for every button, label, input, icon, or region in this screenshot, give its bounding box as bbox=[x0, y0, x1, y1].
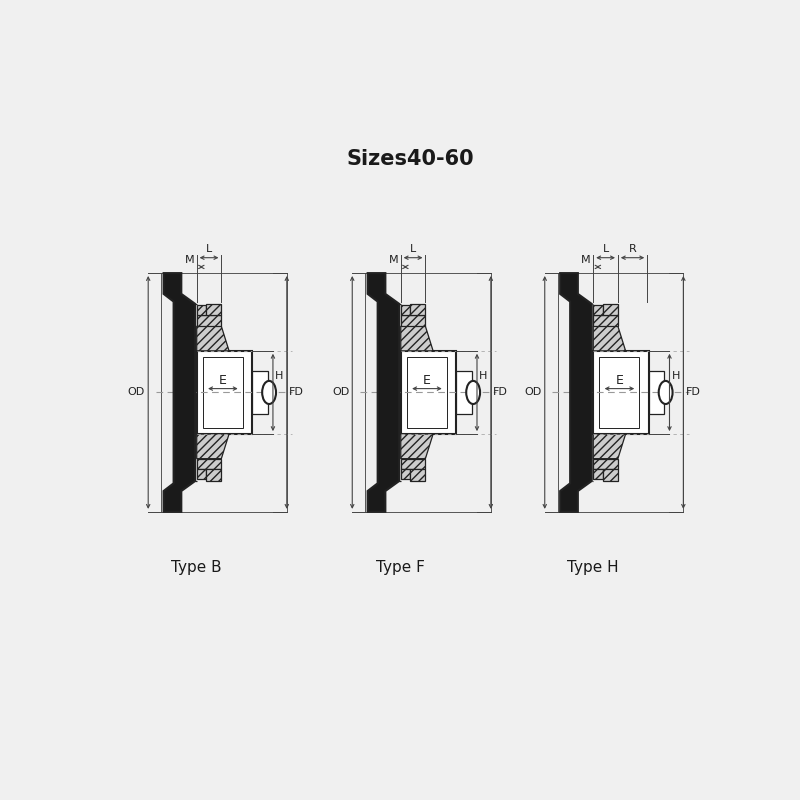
Text: L: L bbox=[410, 244, 416, 254]
Polygon shape bbox=[410, 470, 426, 481]
Polygon shape bbox=[594, 326, 626, 351]
Text: H: H bbox=[275, 370, 284, 381]
Text: FD: FD bbox=[493, 387, 508, 398]
Ellipse shape bbox=[466, 381, 480, 404]
Polygon shape bbox=[197, 434, 229, 458]
Polygon shape bbox=[197, 306, 206, 315]
Text: M: M bbox=[389, 255, 398, 266]
Text: OD: OD bbox=[525, 387, 542, 398]
Text: L: L bbox=[206, 244, 212, 254]
Polygon shape bbox=[401, 306, 410, 315]
Ellipse shape bbox=[262, 381, 276, 404]
Polygon shape bbox=[252, 371, 267, 414]
Text: M: M bbox=[582, 255, 591, 266]
Text: Sizes40-60: Sizes40-60 bbox=[346, 149, 474, 169]
Polygon shape bbox=[456, 371, 472, 414]
Polygon shape bbox=[197, 458, 222, 470]
Polygon shape bbox=[594, 351, 649, 434]
Polygon shape bbox=[206, 470, 222, 481]
Polygon shape bbox=[602, 304, 618, 315]
Text: L: L bbox=[602, 244, 609, 254]
Text: H: H bbox=[479, 370, 488, 381]
Polygon shape bbox=[401, 315, 426, 326]
Polygon shape bbox=[594, 434, 626, 458]
Text: E: E bbox=[615, 374, 623, 387]
Text: R: R bbox=[629, 244, 637, 254]
Polygon shape bbox=[401, 458, 426, 470]
Polygon shape bbox=[594, 470, 602, 479]
Text: OD: OD bbox=[332, 387, 349, 398]
Polygon shape bbox=[197, 470, 206, 479]
Text: E: E bbox=[423, 374, 431, 387]
Polygon shape bbox=[594, 458, 618, 470]
Polygon shape bbox=[401, 326, 433, 351]
Text: FD: FD bbox=[686, 387, 701, 398]
Text: OD: OD bbox=[128, 387, 145, 398]
Polygon shape bbox=[163, 273, 195, 512]
Text: Type B: Type B bbox=[171, 560, 222, 575]
Text: H: H bbox=[672, 370, 680, 381]
Polygon shape bbox=[206, 304, 222, 315]
Polygon shape bbox=[401, 434, 433, 458]
Text: E: E bbox=[219, 374, 227, 387]
Polygon shape bbox=[401, 351, 456, 434]
Polygon shape bbox=[401, 470, 410, 479]
Ellipse shape bbox=[658, 381, 673, 404]
Text: FD: FD bbox=[289, 387, 304, 398]
Polygon shape bbox=[594, 306, 602, 315]
Polygon shape bbox=[197, 326, 229, 351]
Polygon shape bbox=[594, 315, 618, 326]
Text: Type H: Type H bbox=[567, 560, 619, 575]
Polygon shape bbox=[649, 371, 664, 414]
Polygon shape bbox=[410, 304, 426, 315]
Polygon shape bbox=[368, 273, 399, 512]
Polygon shape bbox=[560, 273, 592, 512]
Polygon shape bbox=[197, 351, 252, 434]
Polygon shape bbox=[197, 315, 222, 326]
Text: M: M bbox=[185, 255, 194, 266]
Polygon shape bbox=[602, 470, 618, 481]
Text: Type F: Type F bbox=[376, 560, 425, 575]
